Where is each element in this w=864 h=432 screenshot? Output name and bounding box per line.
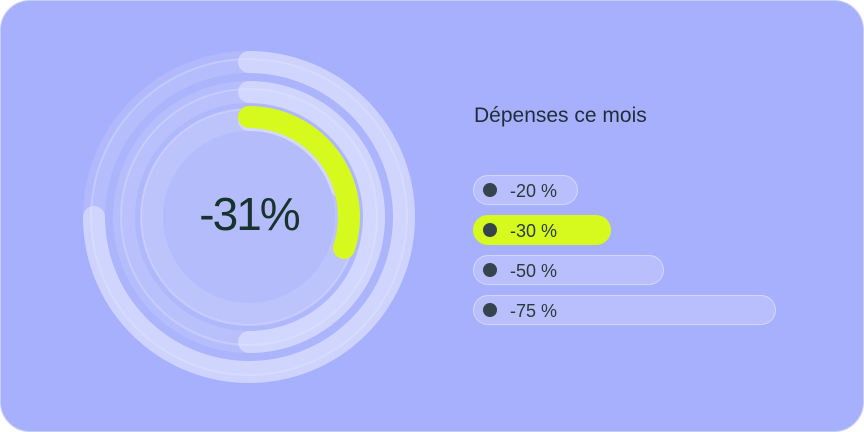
chart-title: Dépenses ce mois <box>474 104 647 127</box>
ring-arc--50 % <box>238 81 385 353</box>
legend-dot-icon <box>483 223 497 237</box>
legend-item-20[interactable]: -20 % <box>473 175 578 205</box>
center-percentage: -31% <box>199 188 300 240</box>
legend-label: -50 % <box>510 261 558 281</box>
ring-arc--75 % <box>83 51 415 383</box>
legend-item-50[interactable]: -50 % <box>473 255 664 285</box>
legend-dot-icon <box>483 303 497 317</box>
active-arc <box>238 106 360 259</box>
legend-label: -30 % <box>510 221 558 241</box>
legend-dot-icon <box>483 183 497 197</box>
legend-label: -75 % <box>510 301 558 321</box>
legend-dot-icon <box>483 263 497 277</box>
legend-item-75[interactable]: -75 % <box>473 295 776 325</box>
legend-label: -20 % <box>510 181 558 201</box>
legend-item-30[interactable]: -30 % <box>473 215 611 245</box>
